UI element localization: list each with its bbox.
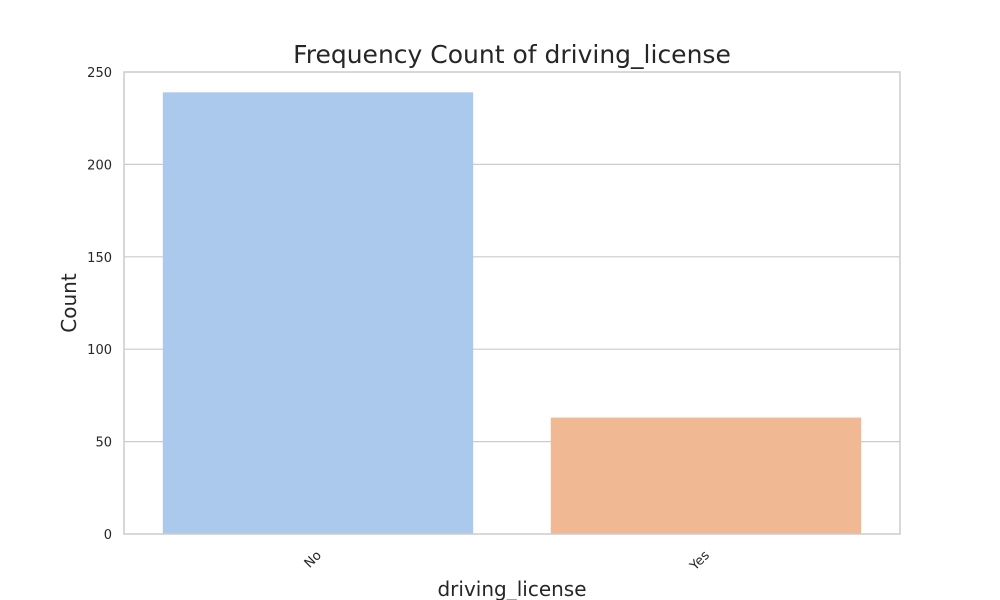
chart-title: Frequency Count of driving_license bbox=[293, 40, 731, 69]
x-tick-label-no: No bbox=[302, 548, 325, 571]
y-tick-label-250: 250 bbox=[87, 66, 112, 81]
bars bbox=[162, 92, 862, 534]
y-tick-label-100: 100 bbox=[87, 343, 112, 358]
x-tick-labels: No Yes bbox=[302, 548, 713, 574]
y-tick-label-200: 200 bbox=[87, 158, 112, 173]
y-tick-labels: 0 50 100 150 200 250 bbox=[87, 66, 112, 543]
x-axis-label: driving_license bbox=[437, 577, 586, 600]
y-tick-label-150: 150 bbox=[87, 251, 112, 266]
x-tick-label-yes: Yes bbox=[687, 548, 713, 574]
plot-frame bbox=[123, 71, 901, 535]
y-tick-label-50: 50 bbox=[95, 436, 112, 451]
bar-yes bbox=[550, 417, 862, 534]
bar-no bbox=[162, 92, 474, 534]
y-axis-label: Count bbox=[57, 273, 81, 333]
y-tick-label-0: 0 bbox=[104, 528, 112, 543]
